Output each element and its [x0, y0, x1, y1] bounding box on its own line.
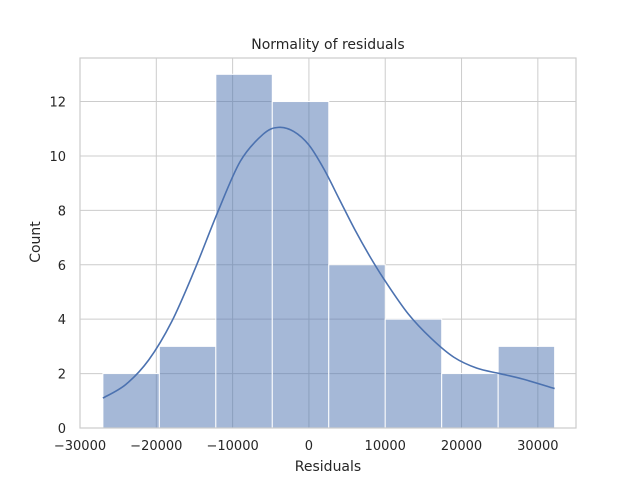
- y-axis-label: Count: [28, 221, 44, 263]
- kde-curve-group: [102, 126, 555, 399]
- histogram-bar: [158, 345, 217, 429]
- histogram-bar: [328, 264, 386, 429]
- x-tick-label: 30000: [517, 439, 558, 454]
- y-tick-label: 8: [58, 204, 66, 219]
- plot-frame: [79, 57, 577, 429]
- x-tick-label: −30000: [54, 439, 106, 454]
- x-tick-label: −10000: [206, 439, 258, 454]
- x-tick-label: 20000: [441, 439, 482, 454]
- histogram-bar: [102, 373, 160, 429]
- y-tick-label: 4: [58, 313, 66, 328]
- y-tick-label: 2: [58, 368, 66, 383]
- histogram-bar: [497, 345, 556, 429]
- histogram-bar: [384, 318, 443, 429]
- y-tick-label: 0: [58, 422, 66, 437]
- histogram-bars: [102, 73, 556, 429]
- x-tick-label: −20000: [130, 439, 182, 454]
- kde-curve: [102, 126, 555, 399]
- histogram-bar: [271, 101, 330, 429]
- x-tick-label: 0: [305, 439, 313, 454]
- y-tick-labels: 0 2 4 6 8 10 12: [49, 96, 66, 437]
- x-tick-label: 10000: [365, 439, 406, 454]
- x-tick-labels: −30000 −20000 −10000 0 10000 20000 30000: [54, 439, 559, 454]
- y-tick-label: 12: [49, 96, 66, 111]
- y-tick-label: 10: [49, 150, 66, 165]
- histogram-bar: [441, 373, 499, 429]
- chart-title: Normality of residuals: [251, 37, 404, 53]
- histogram-bar: [215, 73, 273, 429]
- x-axis-label: Residuals: [295, 459, 361, 475]
- y-tick-label: 6: [58, 259, 66, 274]
